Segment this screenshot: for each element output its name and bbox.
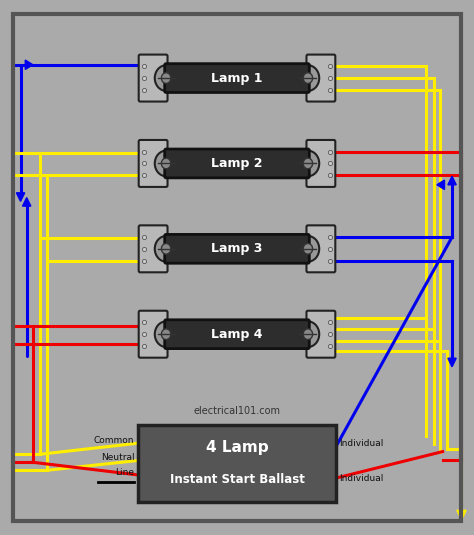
Circle shape — [297, 322, 319, 347]
Text: Individual: Individual — [339, 439, 384, 448]
Text: Common: Common — [94, 436, 135, 445]
FancyBboxPatch shape — [164, 234, 310, 263]
Text: Neutral: Neutral — [101, 453, 135, 462]
Circle shape — [303, 329, 313, 340]
Polygon shape — [437, 180, 445, 189]
Polygon shape — [17, 193, 25, 201]
Polygon shape — [448, 358, 456, 367]
Text: Instant Start Ballast: Instant Start Ballast — [170, 473, 304, 486]
FancyBboxPatch shape — [139, 140, 167, 187]
Polygon shape — [23, 197, 31, 206]
Circle shape — [297, 236, 319, 262]
Circle shape — [161, 243, 171, 254]
Circle shape — [161, 329, 171, 340]
FancyBboxPatch shape — [164, 149, 310, 178]
FancyBboxPatch shape — [138, 425, 336, 502]
Circle shape — [303, 158, 313, 169]
Text: Lamp 3: Lamp 3 — [211, 242, 263, 255]
Text: Individual: Individual — [339, 473, 384, 483]
Circle shape — [161, 158, 171, 169]
Polygon shape — [25, 60, 33, 70]
Text: electrical101.com: electrical101.com — [193, 406, 281, 416]
Circle shape — [155, 322, 177, 347]
Circle shape — [297, 65, 319, 91]
FancyBboxPatch shape — [164, 320, 310, 349]
Circle shape — [161, 73, 171, 83]
Text: Lamp 4: Lamp 4 — [211, 328, 263, 341]
Circle shape — [297, 151, 319, 176]
Circle shape — [303, 243, 313, 254]
Text: Lamp 2: Lamp 2 — [211, 157, 263, 170]
FancyBboxPatch shape — [307, 55, 335, 102]
FancyBboxPatch shape — [307, 140, 335, 187]
FancyBboxPatch shape — [139, 311, 167, 358]
FancyBboxPatch shape — [139, 55, 167, 102]
Circle shape — [155, 151, 177, 176]
FancyBboxPatch shape — [307, 225, 335, 272]
Text: Lamp 1: Lamp 1 — [211, 72, 263, 85]
FancyBboxPatch shape — [164, 64, 310, 93]
Circle shape — [155, 236, 177, 262]
Polygon shape — [457, 510, 466, 520]
Text: Line: Line — [116, 468, 135, 477]
FancyBboxPatch shape — [139, 225, 167, 272]
FancyBboxPatch shape — [307, 311, 335, 358]
Text: 4 Lamp: 4 Lamp — [206, 440, 268, 455]
Circle shape — [155, 65, 177, 91]
Polygon shape — [448, 176, 456, 185]
Circle shape — [303, 73, 313, 83]
